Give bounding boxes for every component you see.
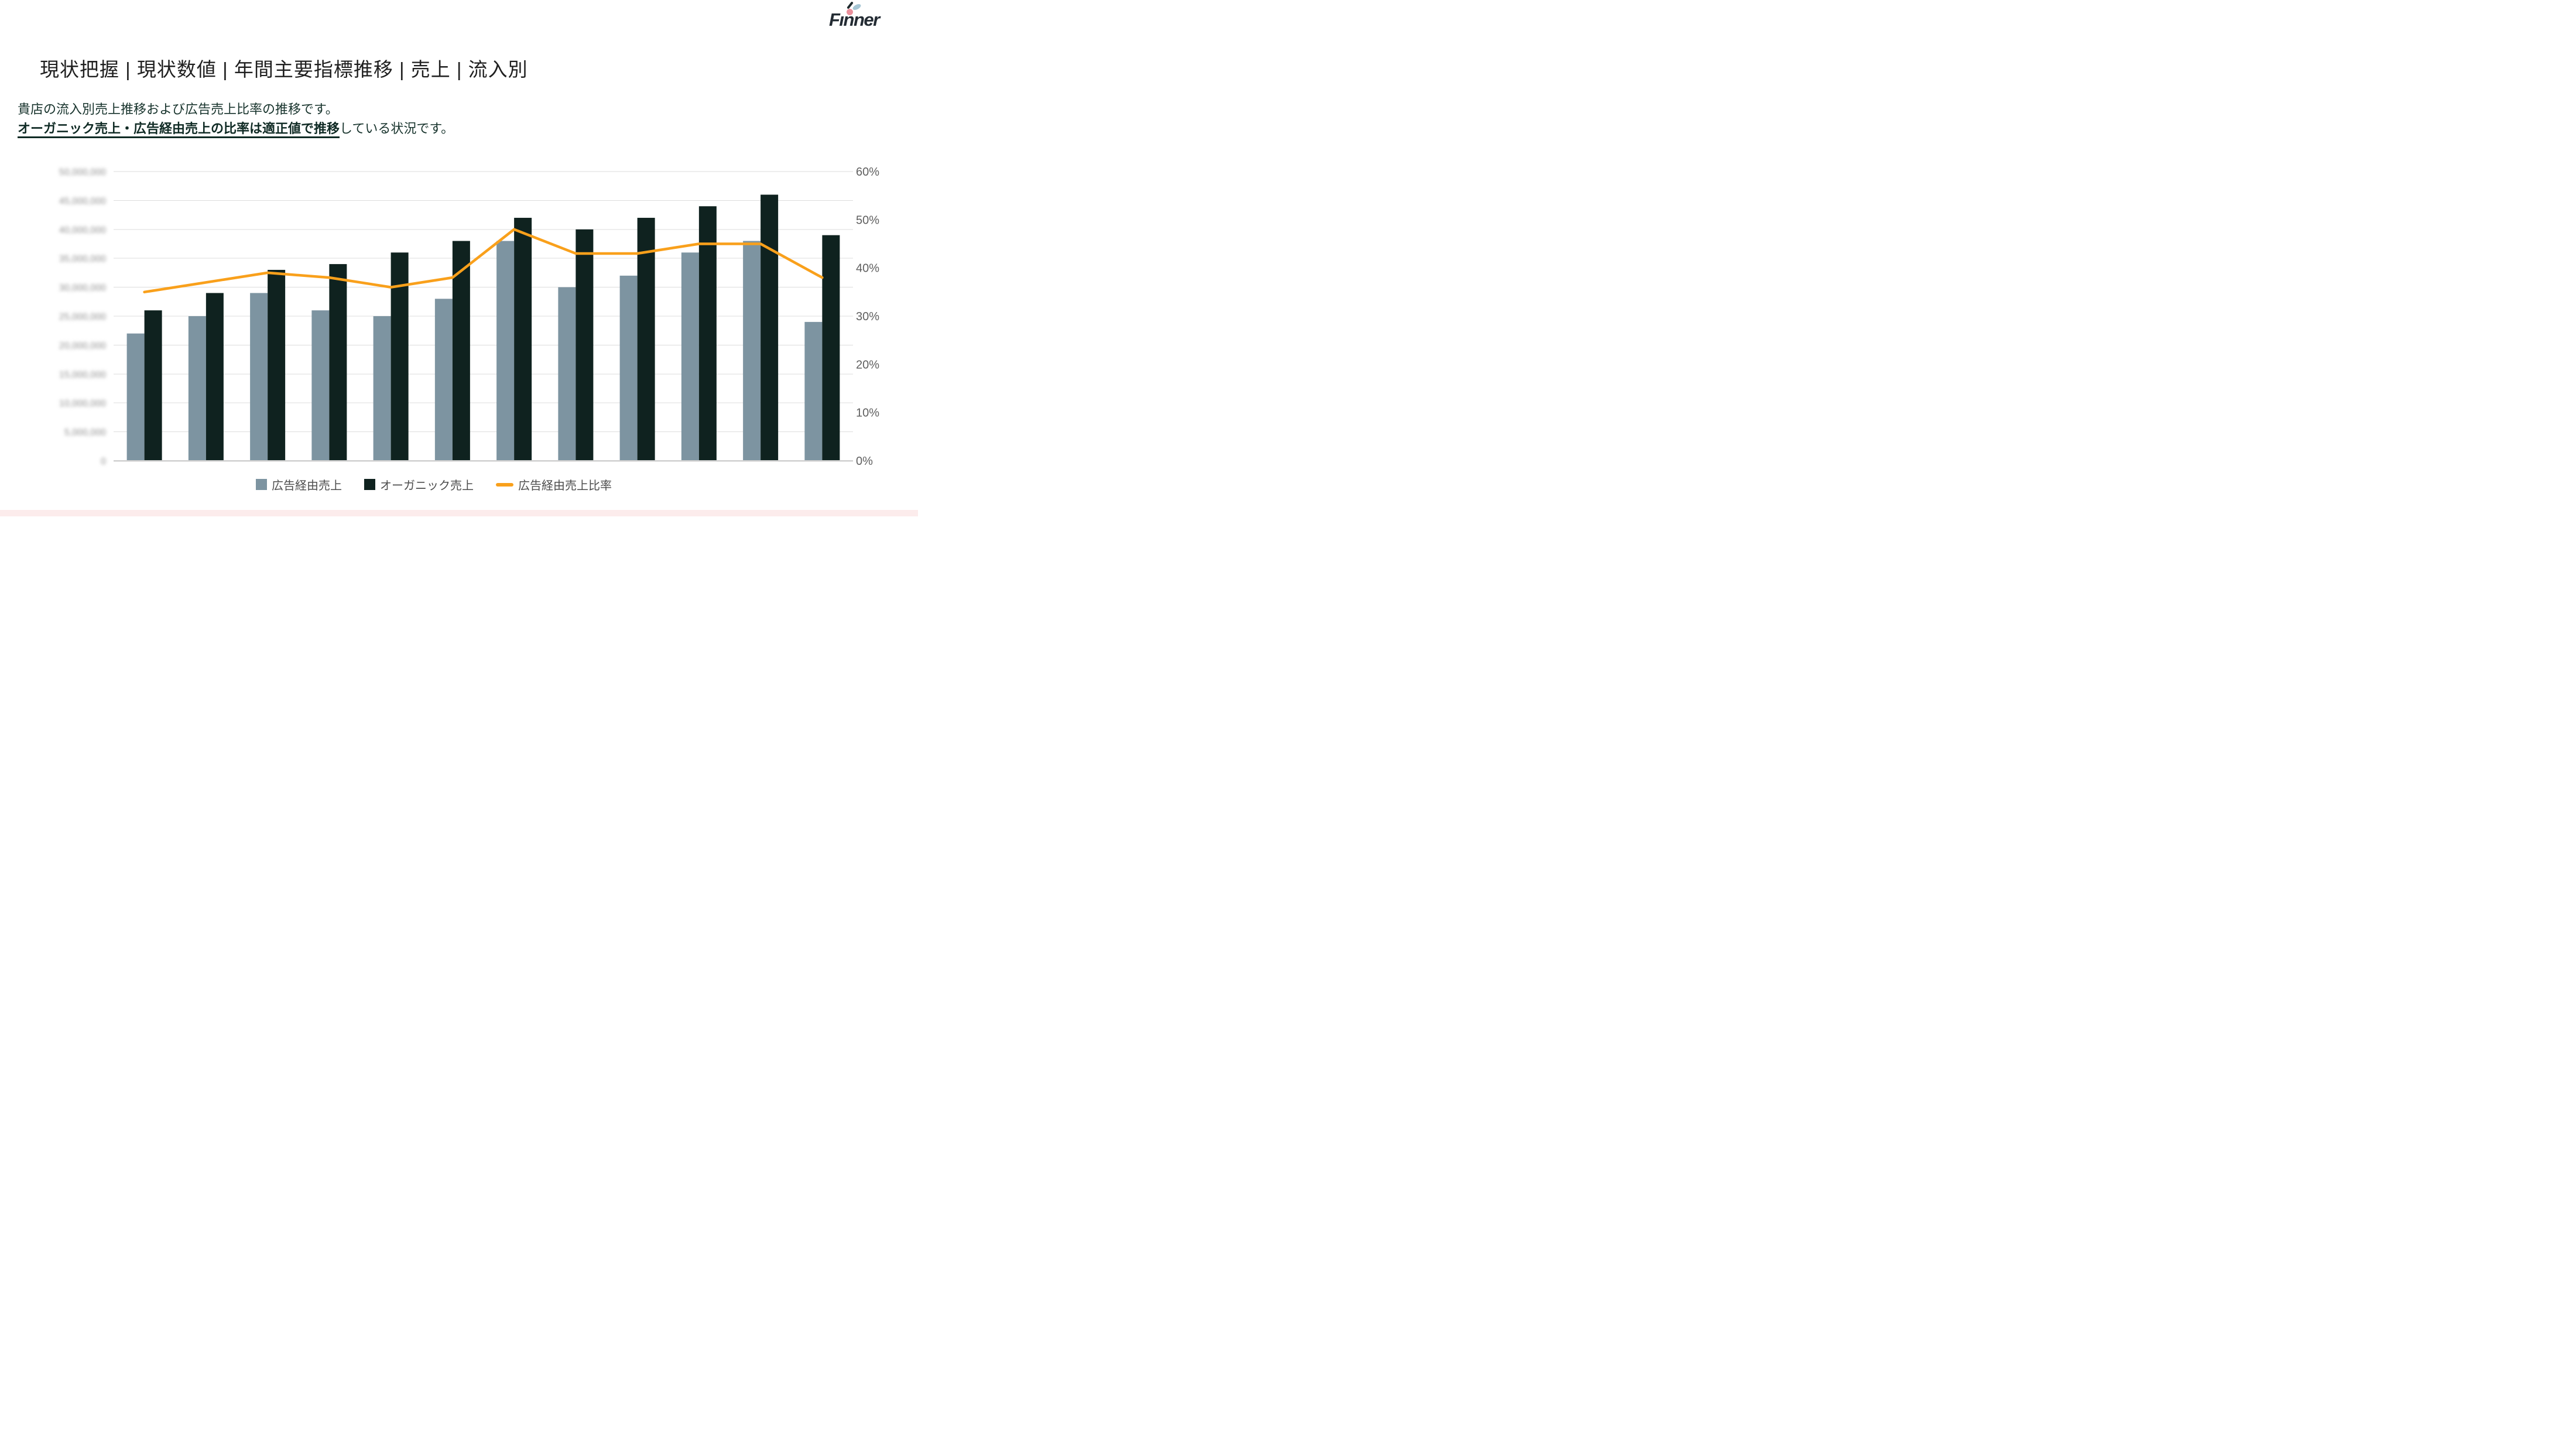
legend-bar-swatch	[364, 479, 375, 490]
bar-広告経由売上-5	[373, 316, 391, 461]
legend-label: オーガニック売上	[380, 479, 474, 492]
legend-bar-swatch	[256, 479, 267, 490]
description-line2: オーガニック売上・広告経由売上の比率は適正値で推移している状況です。	[18, 119, 454, 138]
y-axis-right-label: 0%	[856, 455, 873, 468]
y-axis-right-label: 40%	[856, 262, 879, 275]
y-axis-left-label: 35,000,000	[59, 254, 106, 264]
y-axis-left-label: 25,000,000	[59, 312, 106, 322]
bar-オーガニック売上-8	[576, 229, 594, 461]
page-title: 現状把握 | 現状数値 | 年間主要指標推移 | 売上 | 流入別	[40, 59, 528, 80]
y-axis-left-label: 40,000,000	[59, 225, 106, 235]
y-axis-left-label: 0	[101, 457, 106, 467]
y-axis-left-label: 50,000,000	[59, 167, 106, 177]
y-axis-right-label: 60%	[856, 166, 879, 179]
bar-オーガニック売上-6	[452, 241, 470, 461]
y-axis-right-label: 50%	[856, 214, 879, 227]
y-axis-left-label: 20,000,000	[59, 341, 106, 351]
bar-広告経由売上-3	[250, 293, 268, 461]
bar-広告経由売上-4	[311, 310, 330, 461]
sales-combo-chart: 50,000,000 45,000,000 40,000,000 35,000,000…	[59, 166, 879, 468]
bar-広告経由売上-1	[126, 333, 145, 461]
bar-広告経由売上-8	[558, 287, 576, 461]
footer-accent-band	[0, 510, 918, 516]
bar-広告経由売上-10	[681, 252, 699, 461]
bar-広告経由売上-7	[496, 241, 515, 461]
legend-label: 広告経由売上比率	[518, 479, 612, 492]
bar-オーガニック売上-11	[761, 194, 779, 461]
y-axis-left-label: 45,000,000	[59, 196, 106, 206]
description: 貴店の流入別売上推移および広告売上比率の推移です。 オーガニック売上・広告経由売…	[18, 100, 454, 138]
y-axis-left-label: 10,000,000	[59, 399, 106, 409]
bar-オーガニック売上-7	[514, 218, 532, 461]
legend-line-swatch	[496, 482, 513, 487]
y-axis-left-label: 30,000,000	[59, 283, 106, 293]
bar-オーガニック売上-2	[205, 293, 224, 461]
bar-オーガニック売上-4	[329, 264, 347, 461]
bar-オーガニック売上-9	[637, 218, 655, 461]
bar-オーガニック売上-12	[822, 235, 840, 461]
line-広告経由売上比率	[143, 228, 824, 294]
logo-dot-icon	[847, 9, 853, 15]
y-axis-left-label: 15,000,000	[59, 370, 106, 380]
bar-広告経由売上-12	[804, 321, 823, 461]
description-line2-emphasis: オーガニック売上・広告経由売上の比率は適正値で推移	[18, 121, 340, 138]
finner-logo: Fınner	[829, 1, 905, 34]
bar-オーガニック売上-3	[268, 269, 286, 461]
y-axis-right-label: 30%	[856, 310, 879, 323]
report-slide: Fınner 現状把握 | 現状数値 | 年間主要指標推移 | 売上 | 流入別…	[0, 0, 918, 516]
y-axis-left-label: 5,000,000	[64, 428, 106, 438]
description-line2-rest: している状況です。	[340, 121, 454, 136]
bar-オーガニック売上-10	[698, 206, 717, 461]
legend-item-オーガニック売上: オーガニック売上	[364, 476, 474, 493]
chart-legend: 広告経由売上 オーガニック売上 広告経由売上比率	[0, 476, 893, 493]
bar-広告経由売上-6	[434, 299, 453, 461]
y-axis-right-label: 20%	[856, 358, 879, 371]
legend-label: 広告経由売上	[272, 479, 342, 492]
bar-オーガニック売上-1	[144, 310, 162, 461]
finner-logo-text: Fınner	[829, 9, 880, 30]
bar-広告経由売上-11	[743, 241, 761, 461]
y-axis-right-label: 10%	[856, 407, 879, 420]
legend-item-広告経由売上比率: 広告経由売上比率	[496, 476, 612, 493]
bar-広告経由売上-9	[619, 275, 638, 461]
description-line1: 貴店の流入別売上推移および広告売上比率の推移です。	[18, 102, 338, 117]
bar-広告経由売上-2	[188, 316, 206, 461]
legend-item-広告経由売上: 広告経由売上	[256, 476, 342, 493]
